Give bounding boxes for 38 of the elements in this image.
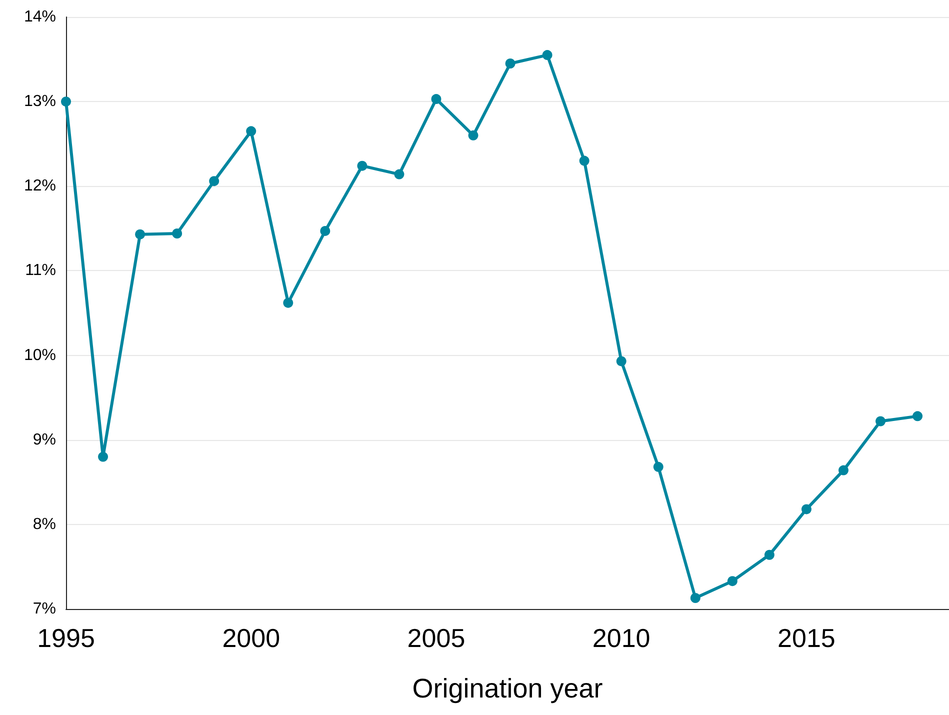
point — [431, 94, 442, 104]
point — [876, 416, 886, 426]
point — [801, 504, 812, 514]
point — [135, 229, 146, 240]
point — [542, 50, 552, 60]
y-tick-label: 8% — [32, 516, 56, 533]
point — [764, 550, 774, 560]
point — [838, 465, 848, 476]
point — [727, 576, 738, 586]
point — [616, 356, 626, 366]
point — [61, 96, 71, 107]
x-tick-label: 2010 — [592, 623, 650, 653]
point — [172, 228, 182, 238]
point — [505, 58, 516, 69]
point — [912, 411, 923, 422]
x-axis-title: Origination year — [412, 674, 603, 704]
point — [320, 226, 330, 236]
x-tick-label: 2015 — [778, 623, 836, 653]
point — [468, 130, 478, 140]
point — [579, 156, 590, 166]
x-tick-label: 2000 — [222, 623, 280, 653]
y-tick-label: 9% — [32, 431, 56, 448]
x-tick-label: 1995 — [37, 623, 95, 653]
point — [209, 176, 220, 186]
x-tick-label: 2005 — [407, 623, 466, 653]
y-tick-label: 13% — [24, 93, 56, 110]
y-tick-label: 14% — [24, 8, 56, 26]
y-tick-label: 12% — [24, 178, 56, 195]
point — [394, 169, 404, 180]
point — [283, 298, 294, 308]
y-tick-label: 10% — [24, 346, 56, 364]
y-tick-label: 11% — [25, 262, 56, 280]
point — [246, 126, 256, 136]
point — [357, 160, 368, 171]
point — [690, 593, 700, 604]
point — [98, 452, 108, 462]
point — [653, 462, 664, 472]
y-tick-label: 7% — [32, 600, 56, 618]
